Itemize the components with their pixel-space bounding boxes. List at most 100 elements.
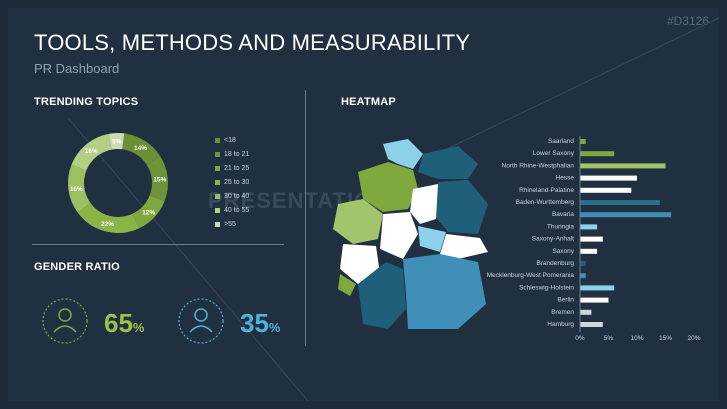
bar-category-label: Saxony xyxy=(552,248,574,255)
region-mecklenburg xyxy=(418,146,478,179)
horizontal-divider xyxy=(32,244,284,245)
legend-label: 25 to 30 xyxy=(224,178,250,186)
donut-segment-label: 14% xyxy=(134,145,147,152)
bar xyxy=(580,175,637,181)
bar-category-label: North Rhine-Westphalian xyxy=(502,162,575,169)
donut-segment xyxy=(71,133,113,171)
germany-map xyxy=(333,139,488,329)
legend-swatch xyxy=(215,151,220,157)
male-icon xyxy=(42,298,88,344)
donut-segment-label: 16% xyxy=(85,148,98,155)
bar xyxy=(580,236,603,242)
bar-category-label: Bremen xyxy=(551,309,574,316)
donut-segment xyxy=(132,195,165,229)
donut-segment-label: 15% xyxy=(153,177,166,184)
bar-category-label: Saxony-Anhalt xyxy=(532,236,574,243)
donut-segment xyxy=(146,156,168,202)
female-icon xyxy=(178,298,224,344)
legend-item: 21 to 25 xyxy=(215,161,249,175)
bar-category-label: Baden-Wurttemberg xyxy=(516,199,575,206)
legend-swatch xyxy=(215,193,220,199)
legend-label: 30 to 40 xyxy=(224,192,250,200)
region-hesse xyxy=(380,212,418,259)
region-baden-wurttemberg xyxy=(358,262,406,329)
legend-swatch xyxy=(215,207,220,213)
donut-segment-label: 5% xyxy=(112,139,122,146)
page-title: TOOLS, METHODS AND MEASURABILITY xyxy=(34,30,471,55)
donut-legend: <18 18 to 21 21 to 25 25 to 30 30 to 40 40 to… xyxy=(215,133,249,231)
legend-item: 25 to 30 xyxy=(215,175,249,189)
bar xyxy=(580,273,586,279)
gender-ratio-heading: GENDER RATIO xyxy=(34,261,120,273)
bar xyxy=(580,163,666,169)
legend-label: 40 to 55 xyxy=(224,206,250,214)
bar-category-label: Schleswig-Holstein xyxy=(519,284,574,291)
region-lower-saxony xyxy=(358,162,418,212)
bar-category-label: Rhineland-Palatine xyxy=(519,187,574,194)
bar xyxy=(580,322,603,327)
legend-item: <18 xyxy=(215,133,249,147)
bar xyxy=(580,200,660,205)
region-saxony xyxy=(440,234,488,259)
bar-category-label: Thuringia xyxy=(547,223,574,230)
bar xyxy=(580,187,632,193)
region-saarland xyxy=(338,274,356,296)
legend-item: >55 xyxy=(215,217,249,231)
region-schleswig-holstein xyxy=(383,139,423,169)
bar xyxy=(580,212,672,218)
bar-category-label: Mecklenburg-West Pomerania xyxy=(487,272,575,279)
bar-category-label: Bavaria xyxy=(552,211,574,218)
male-percentage: 65% xyxy=(104,308,145,338)
x-tick-label: 15% xyxy=(659,335,672,342)
x-tick-label: 0% xyxy=(575,335,585,342)
female-percentage: 35% xyxy=(240,308,281,338)
bar xyxy=(580,248,598,254)
bar xyxy=(580,151,615,157)
x-tick-label: 20% xyxy=(687,335,700,342)
donut-segment xyxy=(77,202,140,233)
region-saxony-anhalt xyxy=(410,184,438,224)
legend-label: 18 to 21 xyxy=(224,150,250,158)
bar-category-label: Brandenburg xyxy=(536,260,574,267)
bar xyxy=(580,309,592,315)
donut-segment xyxy=(121,133,161,166)
legend-label: 21 to 25 xyxy=(224,164,250,172)
x-tick-label: 10% xyxy=(630,335,643,342)
bar-category-label: Saarland xyxy=(548,138,574,145)
bar-category-label: Berlin xyxy=(557,297,574,304)
bar xyxy=(580,139,586,144)
page-subtitle: PR Dashboard xyxy=(34,61,120,76)
region-nrw xyxy=(333,199,383,244)
vertical-divider xyxy=(305,90,306,346)
background-decor xyxy=(67,17,719,401)
bar-category-label: Lower Saxony xyxy=(533,150,575,157)
slide-code: #D3126 xyxy=(666,14,709,28)
trending-topics-heading: TRENDING TOPICS xyxy=(34,96,139,108)
age-donut-chart: 14% 15% 12% 22% 16% 16% 5% xyxy=(68,133,168,233)
legend-swatch xyxy=(215,179,220,185)
donut-segment xyxy=(108,133,125,150)
bar xyxy=(580,224,598,230)
bar-category-label: Hesse xyxy=(556,175,575,182)
slide: #D3126 TOOLS, METHODS AND MEASURABILITY … xyxy=(8,8,719,401)
region-thuringia xyxy=(418,226,446,252)
donut-segment-label: 16% xyxy=(70,186,83,193)
region-bavaria xyxy=(403,254,486,329)
bar xyxy=(580,261,586,266)
legend-swatch xyxy=(215,137,220,143)
heatmap-bar-chart: Saarland Lower Saxony North Rhine-Westphal… xyxy=(487,136,701,342)
x-tick-label: 5% xyxy=(604,335,614,342)
donut-segment-label: 22% xyxy=(101,221,114,228)
bar xyxy=(580,297,609,303)
heatmap-heading: HEATMAP xyxy=(341,96,396,108)
legend-swatch xyxy=(215,165,220,171)
donut-segment xyxy=(68,164,91,213)
donut-segment-label: 12% xyxy=(142,209,155,216)
bar xyxy=(580,285,615,291)
legend-swatch xyxy=(215,221,220,227)
bar-category-label: Hamburg xyxy=(547,321,574,328)
region-rhineland xyxy=(340,244,380,284)
region-brandenburg xyxy=(433,180,488,234)
legend-item: 30 to 40 xyxy=(215,189,249,203)
legend-item: 18 to 21 xyxy=(215,147,249,161)
